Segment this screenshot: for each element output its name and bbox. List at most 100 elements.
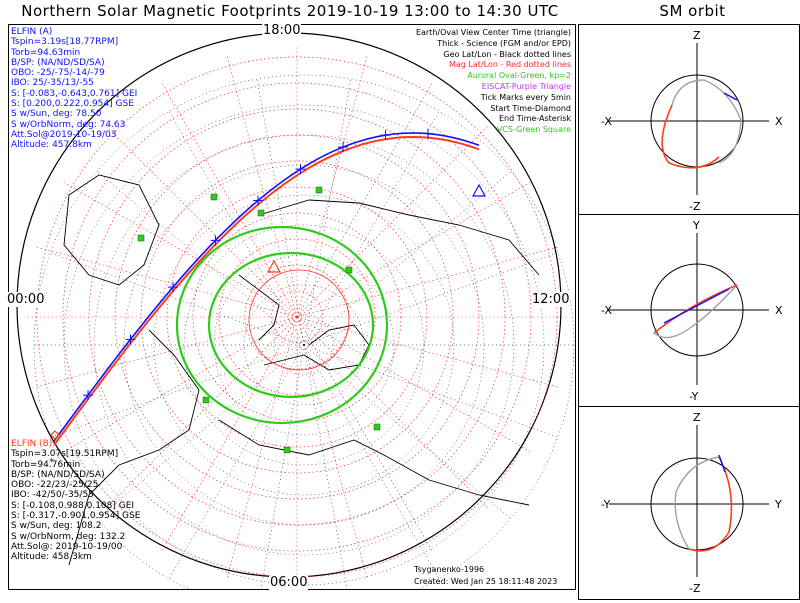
info-line: IBO: -42/50/-35/55 — [11, 490, 94, 501]
footprint-map: * — [16, 32, 575, 589]
orbit-panel-yz: Z -Z -Y Y — [578, 406, 800, 600]
mag-longitude-line — [104, 316, 298, 510]
track-tick-mark — [423, 128, 433, 139]
elfin-a-center-triangle — [471, 183, 487, 197]
created-timestamp: Created: Wed Jan 25 18:11:48 2023 — [414, 577, 558, 586]
geo-longitude-line — [303, 344, 513, 521]
info-line: S w/Sun, deg: 108.2 — [11, 521, 102, 532]
time-label-18: 18:00 — [262, 23, 302, 38]
elfin-a-info: ELFIN (A) Tspin=3.19s[18.77RPM] Torb=94.63… — [11, 27, 137, 151]
vcs-green-square — [202, 396, 210, 404]
geo-longitude-line — [303, 344, 441, 581]
geo-latitude-circle — [153, 194, 455, 496]
coastline — [258, 199, 540, 276]
axis-label-left: -X — [601, 304, 612, 317]
vcs-green-square — [373, 423, 381, 431]
mag-longitude-line — [34, 316, 298, 388]
geo-longitude-line — [303, 169, 513, 346]
geo-longitude-line — [167, 109, 305, 346]
legend-entry: Start Time-Diamond — [490, 103, 571, 113]
geo-latitude-circle — [33, 74, 575, 589]
info-line: S w/OrbNorm, deg: 132.2 — [11, 531, 126, 542]
legend-entry: Mag Lat/Lon - Red dotted lines — [448, 60, 571, 70]
orbit-gray-track — [671, 79, 742, 164]
track-tick-mark — [210, 235, 221, 246]
mag-longitude-line — [61, 180, 298, 318]
track-tick-mark — [338, 142, 348, 153]
coastline — [263, 324, 370, 371]
vcs-green-square — [210, 193, 218, 201]
info-line: Torb=94.76min — [11, 459, 81, 470]
mag-longitude-line — [34, 246, 298, 318]
info-line: ELFIN (A) — [11, 27, 53, 37]
mag-longitude-line — [296, 54, 368, 318]
orbit-title: SM orbit — [659, 2, 726, 20]
axis-label-top: Y — [692, 219, 700, 232]
coastline — [218, 419, 530, 506]
axis-label-left: -Y — [601, 498, 611, 511]
info-line: Tspin=3.19s[18.77RPM] — [11, 37, 119, 48]
track-tick-mark — [125, 334, 136, 345]
orbit-gray-track — [674, 456, 720, 550]
axis-label-left: -X — [601, 115, 612, 128]
geo-longitude-line — [303, 77, 352, 346]
time-label-00: 00:00 — [6, 292, 46, 307]
axis-label-right: X — [775, 115, 783, 128]
elfin-a-footprint-track — [53, 132, 480, 442]
track-tick-mark — [380, 130, 391, 141]
axis-label-top: Z — [693, 411, 701, 424]
elfin-b-orbit — [653, 284, 738, 334]
elfin-b-orbit — [661, 104, 720, 169]
polar-cap-circle — [248, 269, 350, 371]
time-label-06: 06:00 — [269, 575, 309, 590]
geo-longitude-line — [303, 251, 560, 346]
legend-entry: Geo Lat/Lon - Black dotted lines — [443, 49, 571, 59]
axis-label-right: Y — [774, 498, 782, 511]
info-line: Torb=94.63min — [11, 47, 81, 58]
geo-longitude-line — [48, 344, 305, 439]
info-line: B/SP: (NA/ND/SD/SA) — [11, 469, 105, 480]
legend-entry: VCS-Green Square — [496, 125, 571, 135]
geo-latitude-circle — [273, 314, 335, 376]
geo-latitude-circle — [213, 254, 395, 436]
elfin-b-footprint-track — [53, 135, 480, 446]
geo-longitude-line — [48, 251, 305, 346]
info-line: Att.Sol@2019-10-19/03 — [11, 129, 117, 140]
orbit-panel-xy: Y -Y -X X — [578, 214, 800, 407]
mag-longitude-line — [296, 81, 434, 318]
mag-latitude-circle — [270, 290, 324, 344]
info-line: S w/Sun, deg: 78.50 — [11, 109, 102, 120]
time-label-12: 12:00 — [531, 292, 571, 307]
legend-entry: Auroral Oval-Green, kp=2 — [467, 71, 571, 81]
info-line: OBO: -25/-75/-14/-79 — [11, 68, 105, 79]
vcs-green-square — [283, 446, 291, 454]
info-line: OBO: -22/23/-25/25 — [11, 480, 99, 491]
track-tick-mark — [253, 195, 263, 206]
track-tick-mark — [295, 164, 306, 175]
orbit-plot-xy: Y -Y -X X — [601, 219, 783, 403]
plot-title: Northern Solar Magnetic Footprints 2019-… — [21, 2, 559, 20]
mag-longitude-line — [160, 81, 298, 318]
axis-label-bottom: -Z — [689, 200, 701, 213]
end-time-asterisk: * — [49, 457, 54, 468]
info-line: S: [-0.108,0.988,0.108] GEI — [11, 500, 135, 511]
info-line: Att.Sol@: 2019-10-19/00 — [11, 541, 123, 552]
orbit-plot-yz: Z -Z -Y Y — [601, 411, 782, 595]
mag-longitude-line — [296, 316, 368, 580]
axis-label-right: X — [775, 304, 783, 317]
geo-longitude-line — [167, 344, 305, 581]
axis-label-bottom: -Y — [689, 390, 699, 403]
orbit-gray-track — [653, 284, 738, 339]
mag-longitude-line — [296, 246, 560, 318]
elfin-a-orbit — [718, 454, 726, 473]
mag-longitude-line — [296, 316, 533, 454]
info-line: Tspin=3.07s[19.51RPM] — [11, 449, 119, 460]
geo-longitude-line — [303, 109, 441, 346]
vcs-green-square — [315, 186, 323, 194]
orbit-panel-xz: Z -Z -X X — [578, 24, 800, 215]
vcs-green-square — [345, 266, 353, 274]
info-line: S: [0.200,0.222,0.954] GSE — [11, 99, 134, 110]
track-tick-mark — [168, 282, 178, 293]
info-line: S: [-0.083,-0.643,0.761] GEI — [11, 88, 138, 99]
axis-label-top: Z — [693, 29, 701, 42]
